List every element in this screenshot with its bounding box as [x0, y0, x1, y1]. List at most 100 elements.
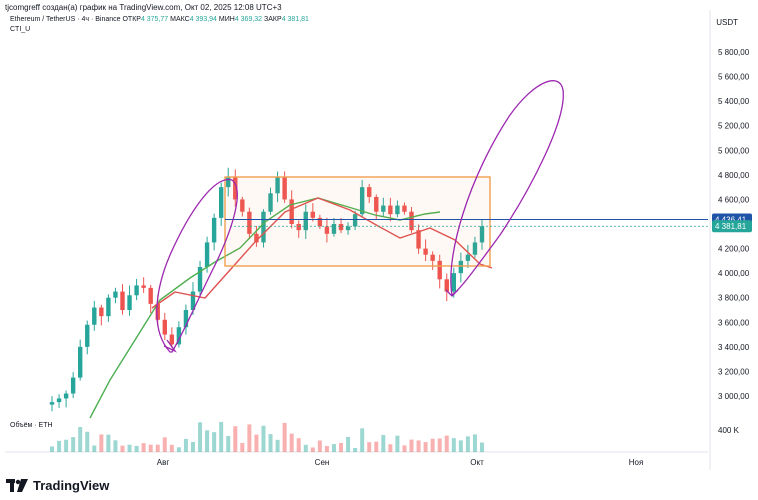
volume-bar	[296, 438, 301, 452]
candle-body	[197, 267, 203, 292]
volume-bar	[92, 445, 97, 452]
candle-body	[85, 324, 90, 347]
low-value: 4 369,32	[234, 16, 263, 23]
volume-bar	[353, 447, 358, 452]
candle-body	[451, 273, 457, 292]
candle-body	[233, 177, 238, 200]
volume-bar	[240, 442, 245, 452]
candle-body	[141, 285, 146, 288]
volume-bar	[423, 442, 428, 452]
candle-body	[148, 287, 153, 304]
candle-body	[204, 242, 210, 267]
volume-bar	[268, 434, 273, 452]
candle-body	[169, 334, 175, 345]
volume-bar	[169, 444, 174, 452]
candle-body	[240, 199, 245, 212]
candle-body	[211, 217, 217, 243]
price-label-text: 4 381,81	[715, 222, 747, 231]
x-tick-label: Окт	[470, 458, 484, 467]
candle-body	[374, 196, 379, 212]
volume-bar	[289, 433, 294, 452]
candle-body	[409, 211, 414, 231]
candle-body	[317, 217, 323, 227]
close-value: 4 381,81	[281, 16, 309, 23]
symbol-name[interactable]: Ethereum / TetherUS · 4ч · Binance	[10, 16, 121, 23]
candle-body	[458, 260, 464, 274]
volume-bar	[437, 438, 442, 452]
y-tick-label: 3 200,00	[718, 367, 750, 376]
candle-body	[77, 346, 83, 378]
volume-bar	[409, 439, 414, 452]
volume-bar	[381, 434, 386, 452]
currency-label: USDT	[716, 18, 738, 27]
volume-bar	[71, 437, 76, 452]
volume-bar	[331, 444, 336, 452]
tradingview-brand[interactable]: TradingView	[6, 478, 109, 493]
candle-body	[113, 291, 118, 298]
volume-bar	[402, 445, 407, 452]
candle-body	[345, 226, 351, 231]
volume-bar	[303, 444, 308, 452]
y-tick-label: 3 000,00	[718, 392, 750, 401]
volume-bar	[324, 445, 329, 452]
price-label-text: 4 436,41	[715, 216, 747, 225]
purple-ellipse-right	[450, 80, 564, 297]
volume-bar	[176, 447, 181, 452]
candle-body	[310, 211, 316, 218]
volume-bar	[205, 430, 210, 452]
candle-body	[352, 214, 358, 227]
volume-bar	[367, 442, 372, 452]
volume-bar	[480, 442, 484, 452]
brand-name: TradingView	[33, 478, 110, 493]
y-tick-label: 4 000,00	[718, 269, 750, 278]
y-tick-label: 5 400,00	[718, 97, 750, 106]
volume-bar	[254, 434, 259, 452]
candle-body	[282, 177, 287, 200]
volume-bar	[310, 447, 315, 452]
candle-body	[99, 307, 104, 317]
y-tick-label: 5 000,00	[718, 146, 750, 155]
candle-body	[134, 285, 139, 296]
y-tick-label: 3 400,00	[718, 343, 750, 352]
candle-body	[388, 205, 393, 215]
volume-bar	[78, 427, 83, 452]
purple-arrow-right	[445, 289, 459, 297]
candle-body	[190, 291, 196, 310]
volume-bar	[141, 443, 146, 452]
volume-bar	[360, 428, 365, 452]
volume-bar	[190, 441, 195, 452]
y-tick-label: 4 200,00	[718, 245, 750, 254]
volume-bar	[64, 439, 69, 452]
volume-bar	[50, 446, 54, 452]
y-tick-label: 4 600,00	[718, 195, 750, 204]
y-tick-label: 3 600,00	[718, 318, 750, 327]
volume-bar	[261, 425, 266, 452]
candle-body	[127, 295, 132, 310]
candle-body	[120, 291, 125, 310]
y-tick-label: 5 200,00	[718, 122, 750, 131]
candle-body	[437, 260, 442, 280]
candle-body	[416, 230, 421, 249]
y-tick-label: 5 600,00	[718, 73, 750, 82]
candle-body	[479, 226, 485, 243]
indicator-legend[interactable]: CTI_U	[10, 26, 31, 33]
volume-bar	[148, 444, 153, 452]
purple-arrow-left	[163, 339, 177, 353]
candle-body	[275, 177, 280, 194]
candle-body	[324, 226, 330, 234]
volume-bar	[226, 435, 231, 452]
open-value: 4 375,77	[140, 16, 169, 23]
candle-body	[395, 205, 400, 215]
close-label: ЗАКР	[264, 16, 282, 23]
candle-body	[359, 187, 365, 215]
candle-body	[155, 303, 160, 320]
volume-bar	[282, 422, 287, 452]
volume-bar	[162, 437, 167, 452]
high-label: МАКС	[170, 16, 190, 23]
candle-body	[465, 254, 471, 261]
volume-bar	[57, 440, 62, 452]
candle-body	[381, 205, 386, 212]
high-value: 4 393,94	[189, 16, 217, 23]
candle-body	[247, 211, 252, 234]
